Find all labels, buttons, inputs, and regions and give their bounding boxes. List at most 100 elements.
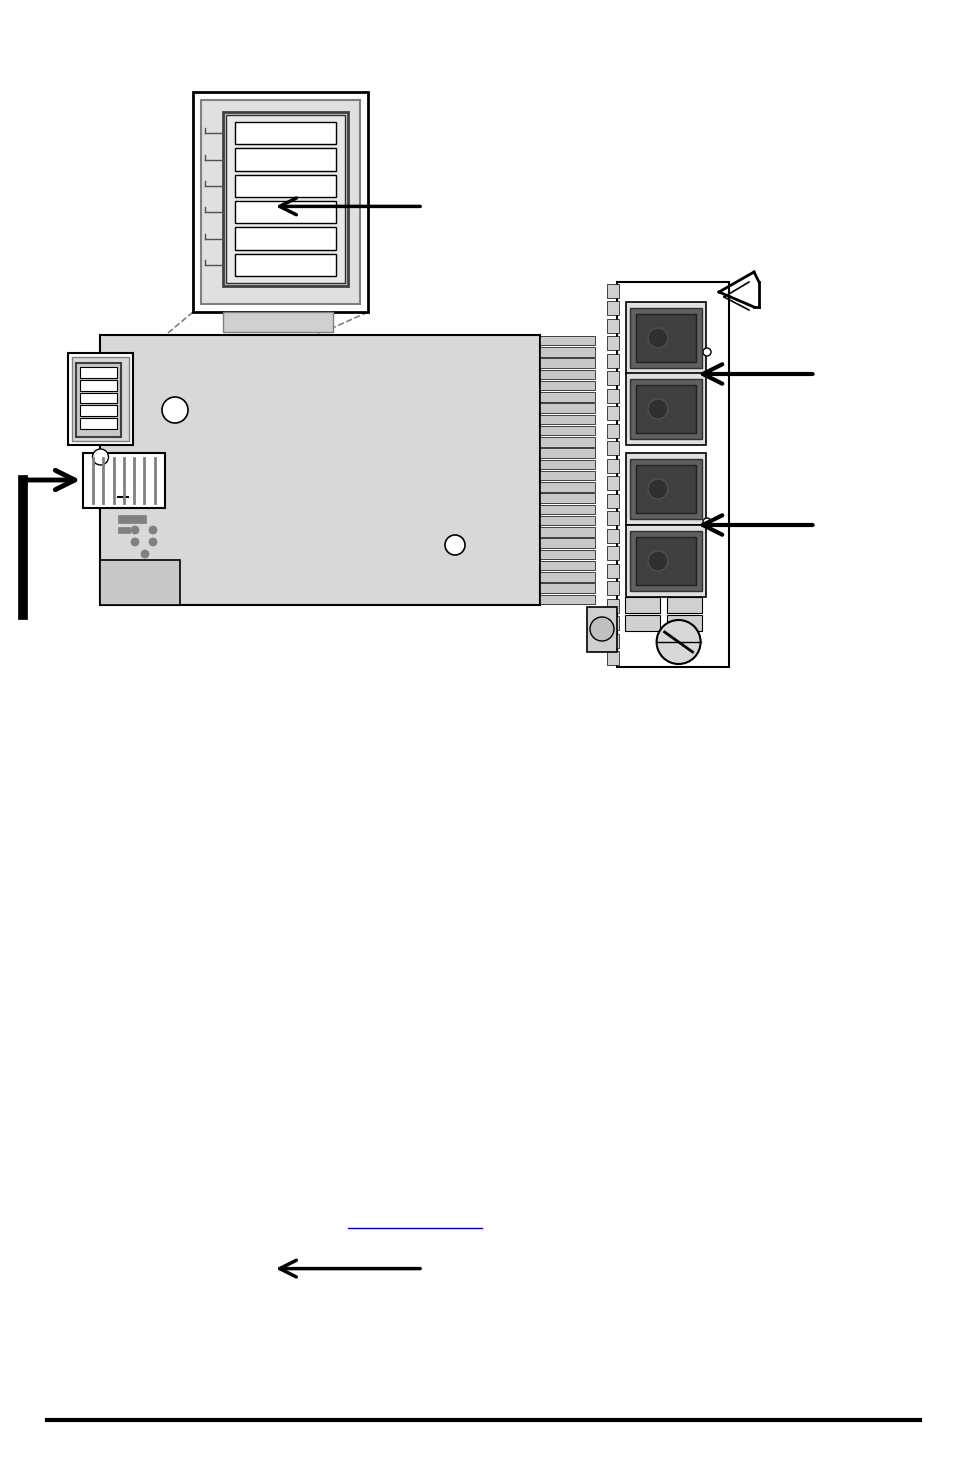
- Bar: [76, 363, 121, 437]
- Bar: [606, 599, 618, 612]
- Bar: [629, 308, 701, 367]
- Bar: [606, 301, 618, 316]
- Circle shape: [647, 479, 667, 499]
- Bar: [636, 537, 696, 586]
- Bar: [625, 453, 705, 525]
- Bar: [606, 354, 618, 367]
- Bar: [666, 615, 701, 631]
- Bar: [629, 531, 701, 591]
- Bar: [606, 634, 618, 648]
- Bar: [606, 581, 618, 596]
- Circle shape: [162, 397, 188, 423]
- Bar: [80, 379, 117, 391]
- Bar: [539, 403, 595, 413]
- Bar: [606, 441, 618, 456]
- Bar: [539, 426, 595, 435]
- Bar: [539, 550, 595, 559]
- Circle shape: [444, 535, 464, 555]
- Bar: [539, 347, 595, 357]
- Circle shape: [149, 527, 157, 534]
- Bar: [223, 313, 333, 332]
- Bar: [606, 476, 618, 490]
- Circle shape: [702, 518, 710, 527]
- Bar: [539, 392, 595, 401]
- Bar: [118, 527, 130, 532]
- Bar: [606, 528, 618, 543]
- Circle shape: [589, 617, 614, 642]
- Bar: [606, 459, 618, 473]
- Bar: [636, 465, 696, 513]
- Bar: [636, 314, 696, 361]
- Bar: [80, 367, 117, 378]
- Bar: [80, 392, 117, 403]
- Bar: [624, 597, 659, 614]
- Bar: [606, 546, 618, 560]
- Bar: [234, 122, 335, 145]
- Bar: [539, 370, 595, 379]
- Bar: [100, 560, 180, 605]
- Circle shape: [647, 400, 667, 419]
- Bar: [539, 527, 595, 537]
- Bar: [629, 459, 701, 519]
- Bar: [606, 563, 618, 578]
- Bar: [539, 584, 595, 593]
- Bar: [606, 652, 618, 665]
- Bar: [201, 100, 359, 304]
- Bar: [539, 494, 595, 503]
- Bar: [539, 560, 595, 571]
- Bar: [193, 91, 368, 313]
- Circle shape: [647, 327, 667, 348]
- Bar: [68, 353, 132, 445]
- Bar: [606, 512, 618, 525]
- Circle shape: [647, 552, 667, 571]
- Bar: [625, 302, 705, 375]
- Bar: [539, 516, 595, 525]
- Bar: [539, 460, 595, 469]
- Bar: [539, 336, 595, 345]
- Bar: [606, 617, 618, 630]
- Bar: [666, 597, 701, 614]
- Bar: [606, 423, 618, 438]
- Bar: [539, 448, 595, 457]
- Bar: [606, 389, 618, 403]
- Bar: [606, 283, 618, 298]
- Bar: [539, 437, 595, 447]
- Bar: [539, 358, 595, 367]
- Bar: [539, 414, 595, 425]
- Bar: [223, 112, 348, 286]
- Circle shape: [92, 448, 109, 465]
- Bar: [226, 115, 345, 283]
- Circle shape: [131, 538, 139, 546]
- Bar: [539, 594, 595, 605]
- Circle shape: [149, 538, 157, 546]
- Bar: [234, 254, 335, 276]
- Bar: [606, 372, 618, 385]
- Bar: [539, 504, 595, 515]
- Bar: [234, 227, 335, 249]
- Bar: [80, 419, 117, 429]
- Bar: [625, 525, 705, 597]
- Bar: [625, 373, 705, 445]
- Bar: [71, 357, 129, 441]
- Bar: [629, 379, 701, 440]
- Bar: [234, 149, 335, 171]
- Bar: [636, 385, 696, 434]
- Bar: [234, 174, 335, 198]
- Bar: [624, 615, 659, 631]
- Bar: [586, 608, 617, 652]
- Bar: [539, 572, 595, 581]
- Circle shape: [131, 527, 139, 534]
- Circle shape: [702, 348, 710, 355]
- Bar: [606, 336, 618, 350]
- Bar: [617, 282, 728, 667]
- Circle shape: [656, 620, 700, 664]
- Bar: [539, 471, 595, 481]
- Bar: [539, 381, 595, 391]
- Bar: [606, 494, 618, 507]
- Bar: [80, 406, 117, 416]
- Bar: [118, 515, 146, 524]
- Bar: [83, 453, 165, 507]
- Circle shape: [141, 550, 149, 558]
- Bar: [539, 482, 595, 491]
- Bar: [100, 335, 539, 605]
